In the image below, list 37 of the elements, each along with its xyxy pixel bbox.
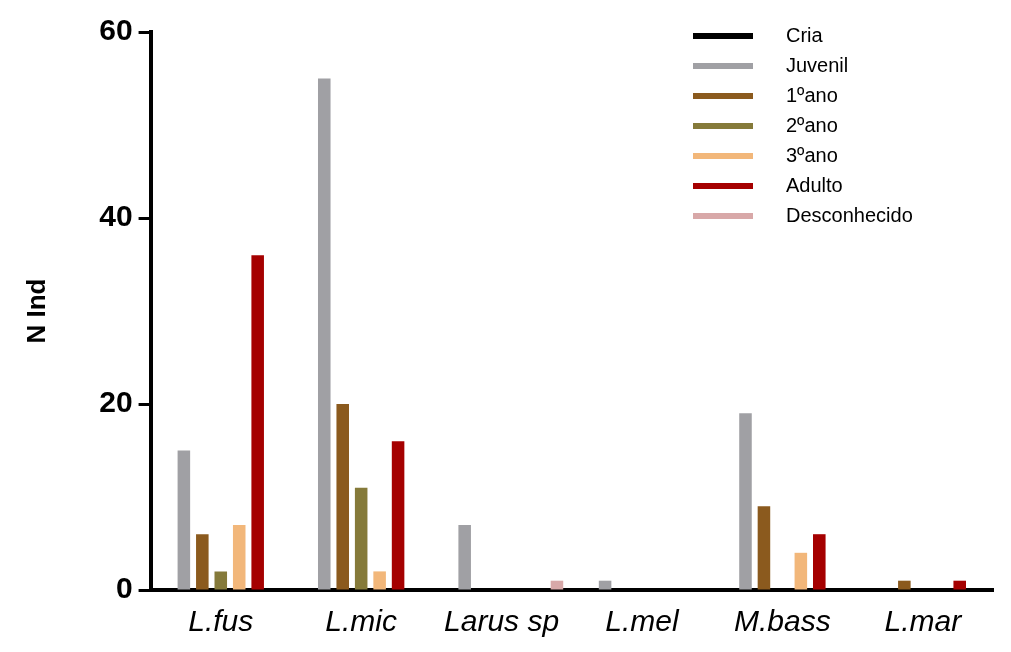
bar [251, 255, 264, 590]
y-tick-label: 60 [99, 13, 133, 47]
x-tick-label: L.fus [188, 604, 254, 638]
bar [757, 506, 771, 590]
legend-label: Adulto [786, 173, 843, 196]
bar [739, 413, 752, 590]
bar [373, 571, 386, 590]
bar [318, 78, 331, 590]
bar [598, 580, 612, 590]
bar [953, 580, 966, 590]
bar [336, 404, 349, 590]
x-tick-label: Larus sp [444, 604, 560, 638]
x-tick-label: L.mic [325, 604, 398, 638]
legend-label: Cria [786, 23, 824, 46]
bar [794, 552, 808, 590]
bar [898, 580, 911, 590]
legend-label: Juvenil [786, 53, 849, 76]
bar [550, 580, 564, 590]
legend-label: 1ºano [786, 83, 838, 106]
y-axis-title: N Ind [20, 278, 51, 344]
bar [354, 487, 368, 590]
bar [458, 524, 471, 590]
legend-label: 2ºano [786, 113, 838, 136]
bar [177, 450, 191, 590]
bar [214, 571, 228, 590]
legend-label: 3ºano [786, 143, 838, 166]
x-tick-label: M.bass [734, 604, 831, 638]
x-tick-label: L.mar [884, 604, 963, 638]
y-tick-label: 20 [99, 385, 133, 419]
legend-label: Desconhecido [786, 203, 913, 226]
bar [391, 441, 405, 590]
x-tick-label: L.mel [605, 604, 680, 638]
y-tick-label: 40 [99, 199, 133, 233]
y-tick-label: 0 [115, 571, 133, 605]
bar [196, 534, 209, 590]
bar [813, 534, 826, 590]
bar [232, 524, 246, 590]
